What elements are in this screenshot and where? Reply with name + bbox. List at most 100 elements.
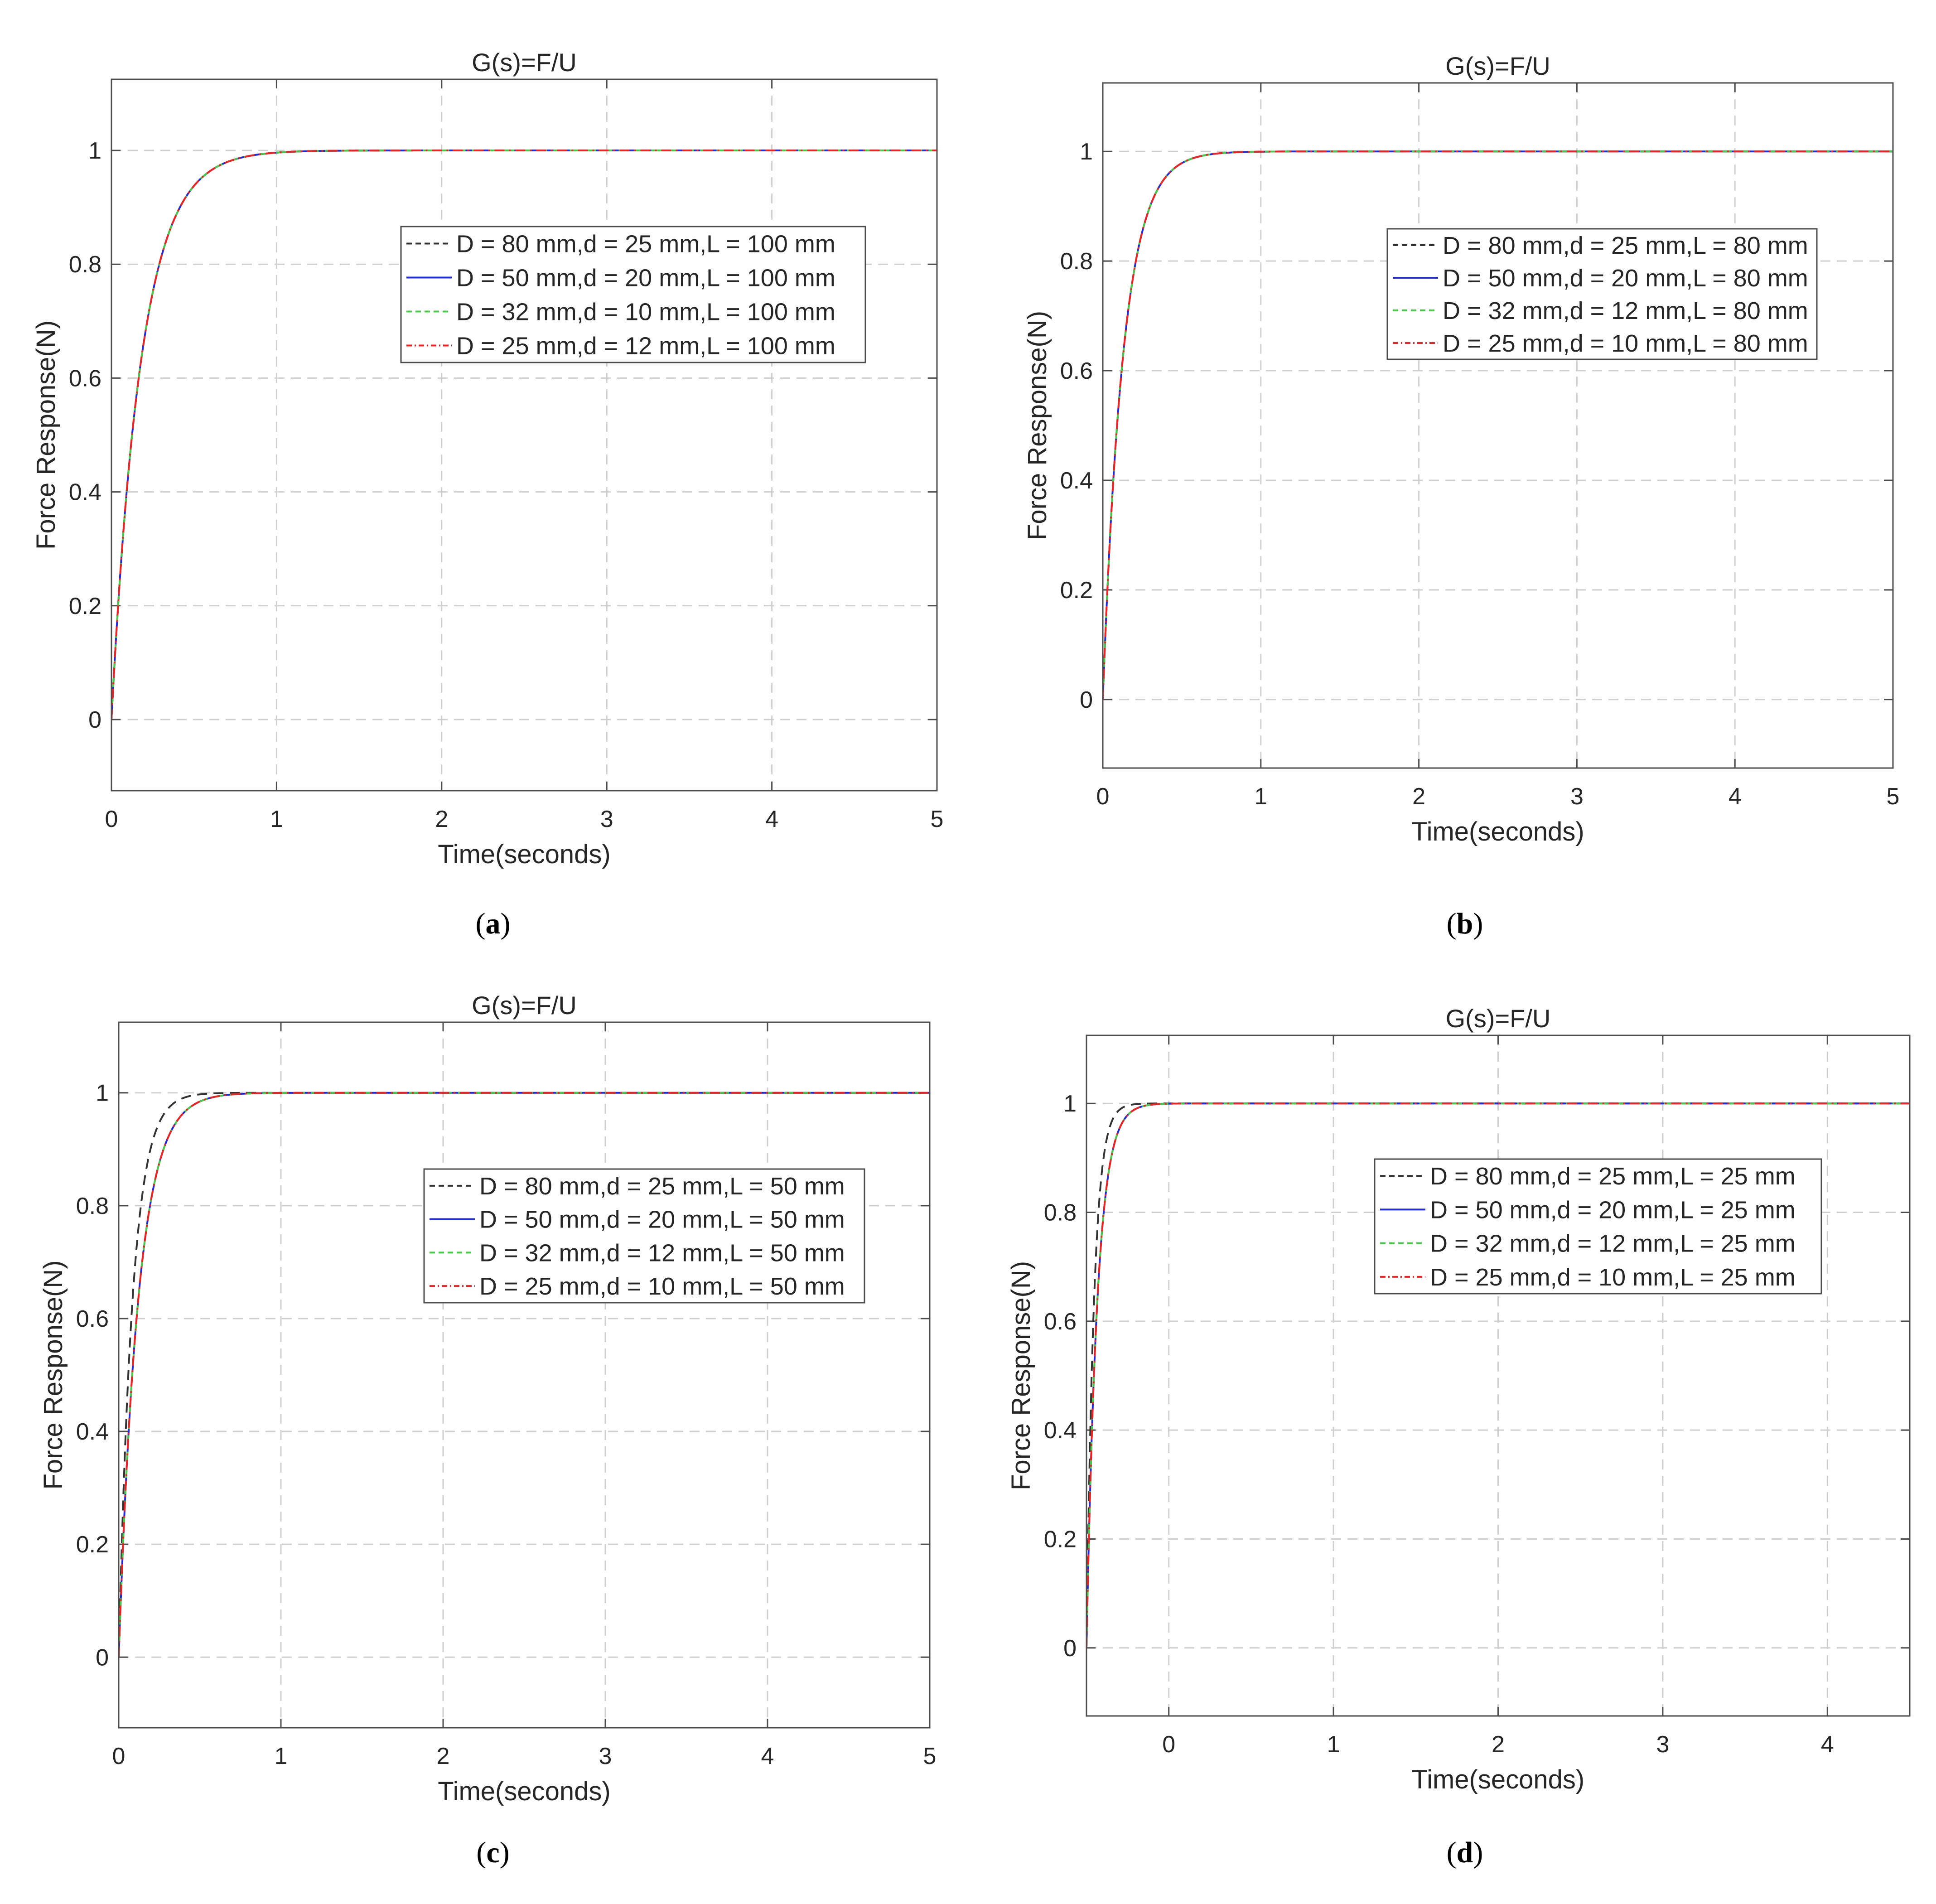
panel-caption: (c) <box>476 1836 509 1869</box>
x-tick-label: 3 <box>1656 1731 1669 1758</box>
x-tick-label: 1 <box>1327 1731 1340 1758</box>
y-tick-label: 1 <box>1080 139 1093 165</box>
y-tick-label: 0.2 <box>1044 1526 1077 1552</box>
y-tick-label: 1 <box>88 138 101 164</box>
legend-box <box>1386 228 1818 360</box>
x-tick-label: 0 <box>105 806 118 832</box>
series-group <box>119 1092 930 1658</box>
y-tick-label: 0.4 <box>1060 468 1093 494</box>
x-tick-label: 0 <box>112 1743 126 1769</box>
legend: D = 80 mm,d = 25 mm,L = 100 mm D = 50 mm,… <box>400 226 866 363</box>
legend-entry-1: D = 80 mm,d = 25 mm,L = 25 mm <box>1430 1163 1796 1190</box>
series-group <box>1103 150 1893 700</box>
x-tick-label: 0 <box>1096 783 1110 810</box>
x-axis-label: Time(seconds) <box>438 1777 610 1806</box>
x-axis-label: Time(seconds) <box>1412 1765 1584 1794</box>
legend-entry-3: D = 32 mm,d = 12 mm,L = 80 mm <box>1443 297 1808 324</box>
x-tick-label: 1 <box>1254 783 1267 810</box>
series-line-4 <box>119 1092 930 1658</box>
panel-caption: (d) <box>1447 1836 1483 1869</box>
x-tick-label: 4 <box>765 806 778 832</box>
axes-box <box>118 1021 931 1729</box>
x-tick-label: 2 <box>437 1743 450 1769</box>
y-tick-label: 0.8 <box>76 1193 109 1219</box>
legend-entry-2: D = 50 mm,d = 20 mm,L = 50 mm <box>479 1206 845 1233</box>
legend-entry-2: D = 50 mm,d = 20 mm,L = 100 mm <box>456 265 835 292</box>
legend-entry-1: D = 80 mm,d = 25 mm,L = 100 mm <box>456 231 835 258</box>
y-tick-label: 0.8 <box>69 251 101 278</box>
y-tick-label: 0.6 <box>1060 358 1093 384</box>
y-axis-label: Force Response(N) <box>31 320 61 550</box>
y-tick-label: 0.4 <box>76 1419 109 1445</box>
y-tick-label: 0.2 <box>69 593 101 619</box>
y-tick-label: 1 <box>96 1080 109 1107</box>
series-group <box>111 150 937 720</box>
legend-entry-4: D = 25 mm,d = 10 mm,L = 50 mm <box>479 1273 845 1300</box>
axes-box <box>1086 1034 1911 1717</box>
y-tick-label: 0 <box>96 1644 109 1671</box>
legend-box <box>423 1168 865 1304</box>
chart-title: G(s)=F/U <box>472 991 577 1020</box>
legend: D = 80 mm,d = 25 mm,L = 25 mm D = 50 mm,d… <box>1374 1158 1822 1295</box>
x-tick-label: 0 <box>1162 1731 1175 1758</box>
chart-title: G(s)=F/U <box>1445 52 1550 80</box>
chart-panel-c: 0 1 2 3 4 5 0 0.2 0.4 0.6 0.8 1 G(s)=F/U Time(seconds… <box>39 991 936 1869</box>
y-tick-label: 0.6 <box>69 365 101 391</box>
series-group <box>1086 1102 1910 1648</box>
x-tick-label: 4 <box>761 1743 774 1769</box>
y-tick-label: 0.4 <box>69 479 101 506</box>
panel-caption: (b) <box>1447 907 1483 940</box>
y-tick-label: 0.2 <box>1060 577 1093 604</box>
legend-entry-3: D = 32 mm,d = 10 mm,L = 100 mm <box>456 299 835 326</box>
y-axis-label: Force Response(N) <box>39 1260 68 1489</box>
x-tick-label: 4 <box>1821 1731 1834 1758</box>
axes-box <box>1102 82 1894 769</box>
legend-box <box>1374 1158 1822 1295</box>
y-tick-label: 0.6 <box>76 1306 109 1332</box>
series-line-4 <box>111 150 937 720</box>
x-tick-label: 3 <box>1570 783 1584 810</box>
chart-title: G(s)=F/U <box>472 48 577 77</box>
chart-title: G(s)=F/U <box>1446 1004 1551 1033</box>
y-tick-label: 0 <box>1063 1635 1077 1662</box>
x-tick-label: 2 <box>1412 783 1425 810</box>
x-tick-label: 5 <box>1887 783 1900 810</box>
y-tick-label: 0.8 <box>1044 1200 1077 1226</box>
plot-area <box>111 79 937 791</box>
x-tick-label: 2 <box>1492 1731 1505 1758</box>
y-tick-label: 0 <box>88 707 101 733</box>
x-tick-label: 3 <box>600 806 613 832</box>
panel-caption: (a) <box>476 907 511 940</box>
y-axis-label: Force Response(N) <box>1023 311 1052 540</box>
legend-entry-1: D = 80 mm,d = 25 mm,L = 50 mm <box>479 1173 845 1200</box>
series-line-4 <box>1103 150 1893 700</box>
x-tick-label: 1 <box>275 1743 288 1769</box>
plot-area <box>1103 83 1893 768</box>
x-tick-label: 2 <box>435 806 448 832</box>
series-line-3 <box>1086 1102 1910 1648</box>
x-tick-label: 5 <box>931 806 944 832</box>
legend-box <box>400 226 866 363</box>
x-tick-label: 4 <box>1728 783 1742 810</box>
legend-entry-4: D = 25 mm,d = 10 mm,L = 25 mm <box>1430 1264 1796 1291</box>
plot-area <box>1086 1035 1910 1716</box>
x-axis-label: Time(seconds) <box>1411 817 1584 846</box>
y-tick-label: 0.8 <box>1060 248 1093 275</box>
legend: D = 80 mm,d = 25 mm,L = 50 mm D = 50 mm,d… <box>423 1168 865 1304</box>
legend-entry-1: D = 80 mm,d = 25 mm,L = 80 mm <box>1443 232 1808 259</box>
chart-panel-b: 0 1 2 3 4 5 0 0.2 0.4 0.6 0.8 1 G(s)=F/U Time(seconds… <box>1023 52 1899 940</box>
y-tick-label: 0.6 <box>1044 1309 1077 1335</box>
chart-panel-d: 0 1 2 3 4 0 0.2 0.4 0.6 0.8 1 G(s)=F/U Time(seconds)… <box>1006 1004 1911 1869</box>
x-tick-label: 5 <box>923 1743 937 1769</box>
y-axis-label: Force Response(N) <box>1006 1261 1036 1490</box>
x-axis-label: Time(seconds) <box>438 840 610 869</box>
x-tick-label: 1 <box>270 806 283 832</box>
y-tick-label: 0.2 <box>76 1532 109 1558</box>
axes-box <box>111 78 938 792</box>
legend-entry-3: D = 32 mm,d = 12 mm,L = 50 mm <box>479 1239 845 1266</box>
legend-entry-2: D = 50 mm,d = 20 mm,L = 25 mm <box>1430 1196 1796 1223</box>
legend-entry-4: D = 25 mm,d = 10 mm,L = 80 mm <box>1443 330 1808 357</box>
legend: D = 80 mm,d = 25 mm,L = 80 mm D = 50 mm,d… <box>1386 228 1818 360</box>
legend-entry-2: D = 50 mm,d = 20 mm,L = 80 mm <box>1443 265 1808 292</box>
